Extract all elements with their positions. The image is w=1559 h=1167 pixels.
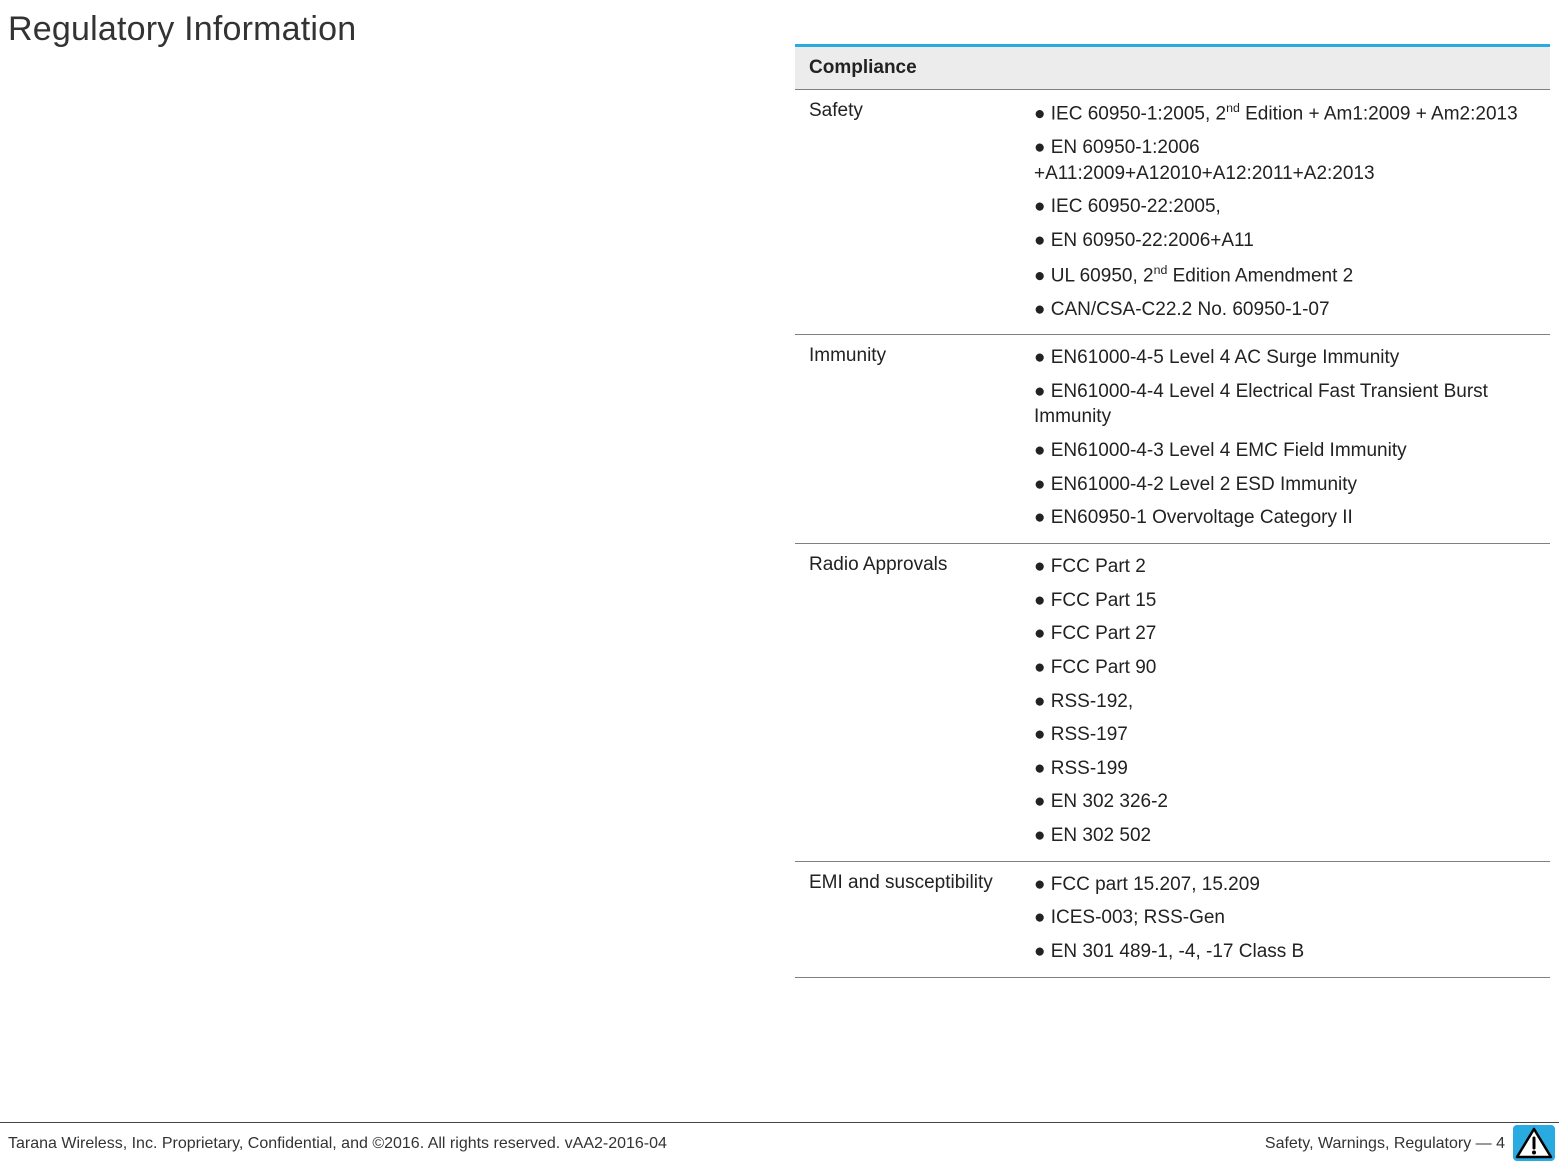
- warning-icon: [1513, 1125, 1555, 1161]
- list-item: ● EN60950-1 Overvoltage Category II: [1034, 505, 1538, 531]
- list-item: ● UL 60950, 2nd Edition Amendment 2: [1034, 262, 1538, 289]
- list-item: ● EN61000-4-4 Level 4 Electrical Fast Tr…: [1034, 379, 1538, 430]
- list-item: ● EN 60950-22:2006+A11: [1034, 228, 1538, 254]
- items-cell: ● FCC Part 2 ● FCC Part 15 ● FCC Part 27 ● …: [1020, 543, 1550, 861]
- list-item: ● ICES-003; RSS-Gen: [1034, 905, 1538, 931]
- category-cell: Immunity: [795, 335, 1020, 544]
- page-title: Regulatory Information: [8, 10, 356, 49]
- table-row: Safety ● IEC 60950-1:2005, 2nd Edition + …: [795, 90, 1550, 335]
- list-item: ● FCC part 15.207, 15.209: [1034, 872, 1538, 898]
- list-item: ● FCC Part 2: [1034, 554, 1538, 580]
- list-item: ● EN 60950-1:2006 +A11:2009+A12010+A12:2…: [1034, 135, 1538, 186]
- footer-right: Safety, Warnings, Regulatory — 4: [1265, 1135, 1505, 1153]
- list-item: ● FCC Part 90: [1034, 655, 1538, 681]
- list-item: ● EN 301 489-1, -4, -17 Class B: [1034, 939, 1538, 965]
- table-row: Immunity● EN61000-4-5 Level 4 AC Surge I…: [795, 335, 1550, 544]
- list-item: ● IEC 60950-1:2005, 2nd Edition + Am1:20…: [1034, 100, 1538, 127]
- list-item: ● FCC Part 15: [1034, 588, 1538, 614]
- items-cell: ● IEC 60950-1:2005, 2nd Edition + Am1:20…: [1020, 90, 1550, 335]
- list-item: ● CAN/CSA-C22.2 No. 60950-1-07: [1034, 297, 1538, 323]
- list-item: ● RSS-192,: [1034, 689, 1538, 715]
- list-item: ● IEC 60950-22:2005,: [1034, 194, 1538, 220]
- list-item: ● EN 302 326-2: [1034, 789, 1538, 815]
- table-header: Compliance: [795, 46, 1550, 90]
- list-item: ● RSS-199: [1034, 756, 1538, 782]
- list-item: ● EN61000-4-5 Level 4 AC Surge Immunity: [1034, 345, 1538, 371]
- list-item: ● RSS-197: [1034, 722, 1538, 748]
- table-row: EMI and susceptibility● FCC part 15.207,…: [795, 861, 1550, 977]
- category-cell: Radio Approvals: [795, 543, 1020, 861]
- list-item: ● FCC Part 27: [1034, 621, 1538, 647]
- footer-left: Tarana Wireless, Inc. Proprietary, Confi…: [8, 1135, 667, 1153]
- compliance-table: Compliance Safety ● IEC 60950-1:2005, 2nd…: [795, 44, 1550, 978]
- category-cell: EMI and susceptibility: [795, 861, 1020, 977]
- category-cell: Safety: [795, 90, 1020, 335]
- page: Regulatory Information Compliance Safety…: [0, 0, 1559, 1167]
- items-cell: ● FCC part 15.207, 15.209 ● ICES-003; RSS…: [1020, 861, 1550, 977]
- list-item: ● EN 302 502: [1034, 823, 1538, 849]
- compliance-table-wrap: Compliance Safety ● IEC 60950-1:2005, 2nd…: [795, 44, 1550, 978]
- items-cell: ● EN61000-4-5 Level 4 AC Surge Immunity ●…: [1020, 335, 1550, 544]
- list-item: ● EN61000-4-2 Level 2 ESD Immunity: [1034, 472, 1538, 498]
- list-item: ● EN61000-4-3 Level 4 EMC Field Immunity: [1034, 438, 1538, 464]
- footer-rule: [0, 1122, 1559, 1123]
- table-row: Radio Approvals ● FCC Part 2 ● FCC Part 15…: [795, 543, 1550, 861]
